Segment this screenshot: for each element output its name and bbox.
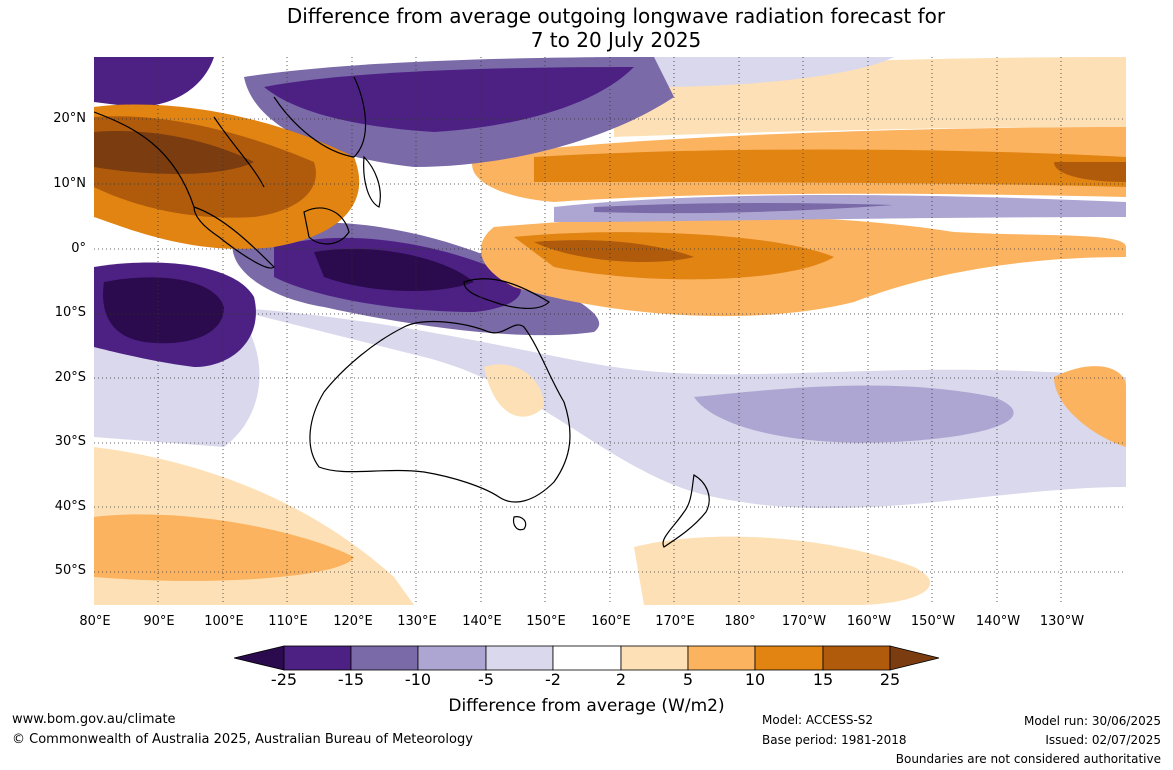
sumatra-outline: [193, 206, 275, 269]
colorbar-tick: 10: [744, 670, 766, 689]
colorbar-tick: -25: [270, 670, 298, 689]
anomaly-equatorial-orange-deep: [534, 240, 694, 262]
lat-label-10s: 10°S: [54, 305, 86, 320]
model-name: Model: ACCESS-S2: [762, 713, 874, 727]
map-title: Difference from average outgoing longwav…: [0, 4, 1173, 52]
copyright-text: © Commonwealth of Australia 2025, Austra…: [12, 732, 473, 747]
new-zealand-outline: [662, 474, 710, 548]
colorbar-bin-m5-m2: [485, 645, 554, 671]
anomaly-south-asia-darkest: [94, 131, 254, 174]
lat-label-10n: 10°N: [53, 176, 86, 191]
colorbar-tick: 25: [879, 670, 901, 689]
base-period: Base period: 1981-2018: [762, 733, 907, 747]
anomaly-north-pacific-purple-light: [594, 57, 894, 87]
lon-label-160e: 160°E: [591, 614, 631, 629]
website-link[interactable]: www.bom.gov.au/climate: [12, 712, 176, 727]
lon-label-80e: 80°E: [79, 614, 111, 629]
boundaries-disclaimer: Boundaries are not considered authoritat…: [895, 752, 1161, 766]
olr-anomaly-map: [94, 57, 1126, 605]
anomaly-tasman-orange: [634, 536, 931, 605]
anomaly-southern-ocean-orange-core: [94, 514, 354, 581]
colorbar-bin-5-10: [687, 645, 756, 671]
colorbar-tick: -10: [404, 670, 432, 689]
anomaly-east-pacific-orange: [1054, 366, 1126, 447]
title-line-1: Difference from average outgoing longwav…: [286, 4, 946, 28]
anomaly-maritime-deep: [314, 248, 474, 292]
issued-date: Issued: 02/07/2025: [1045, 733, 1161, 747]
colorbar-tick: -2: [545, 670, 561, 689]
lat-label-30s: 30°S: [54, 434, 86, 449]
anomaly-north-orange-core: [534, 149, 1126, 187]
colorbar-tick: 15: [812, 670, 834, 689]
map-canvas: [94, 57, 1126, 605]
lon-label-150w: 150°W: [910, 614, 956, 629]
lon-label-100e: 100°E: [204, 614, 244, 629]
colorbar-bin-15-25: [822, 645, 891, 671]
colorbar-tick: 5: [682, 670, 694, 689]
lat-label-20n: 20°N: [53, 111, 86, 126]
anomaly-sw-pacific-purple: [694, 385, 1014, 443]
tasmania-outline: [512, 516, 527, 531]
lon-label-160w: 160°W: [846, 614, 892, 629]
asia-coast-outline: [94, 76, 367, 208]
colorbar-bin-2-5: [620, 645, 689, 671]
colorbar-arrow-low: [234, 645, 285, 671]
lon-label-120e: 120°E: [333, 614, 373, 629]
colorbar-tick: 2: [615, 670, 627, 689]
graticule: [94, 57, 1126, 605]
colorbar-label: Difference from average (W/m2): [448, 696, 725, 716]
new-guinea-outline: [463, 278, 550, 309]
lon-label-170w: 170°W: [781, 614, 827, 629]
lon-label-140w: 140°W: [975, 614, 1021, 629]
anomaly-nw-corner-purple: [94, 57, 214, 107]
model-run-date: Model run: 30/06/2025: [1023, 714, 1161, 728]
anomaly-itcz-core: [594, 202, 894, 214]
anomaly-australia-orange: [484, 364, 544, 417]
anomaly-north-orange-deep: [1054, 162, 1126, 182]
lon-label-110e: 110°E: [268, 614, 308, 629]
philippines-outline: [363, 155, 381, 208]
lon-label-170e: 170°E: [655, 614, 695, 629]
anomaly-southern-light-purple: [224, 307, 1126, 509]
lat-label-0: 0°: [71, 241, 86, 256]
anomaly-itcz-purple: [554, 195, 1126, 222]
colorbar-arrow-high: [889, 645, 940, 671]
australia-outline: [309, 320, 571, 503]
lat-label-40s: 40°S: [54, 499, 86, 514]
lon-label-90e: 90°E: [143, 614, 175, 629]
lon-label-140e: 140°E: [462, 614, 502, 629]
colorbar-bin-m25-m15: [283, 645, 352, 671]
lon-label-130w: 130°W: [1039, 614, 1085, 629]
lat-label-20s: 20°S: [54, 370, 86, 385]
lon-label-130e: 130°E: [397, 614, 437, 629]
lat-label-50s: 50°S: [54, 563, 86, 578]
colorbar-tick: -5: [478, 670, 494, 689]
borneo-outline: [303, 207, 350, 245]
colorbar: [234, 645, 940, 671]
lon-label-180: 180°: [724, 614, 756, 629]
colorbar-bin-10-15: [754, 645, 824, 671]
colorbar-bin-m15-m10: [350, 645, 419, 671]
title-line-2: 7 to 20 July 2025: [530, 28, 702, 52]
colorbar-bin-m2-2: [552, 645, 622, 671]
colorbar-tick: -15: [337, 670, 365, 689]
anomaly-indian-ocean-core: [103, 277, 224, 344]
lon-label-150e: 150°E: [526, 614, 566, 629]
colorbar-bin-m10-m5: [417, 645, 487, 671]
